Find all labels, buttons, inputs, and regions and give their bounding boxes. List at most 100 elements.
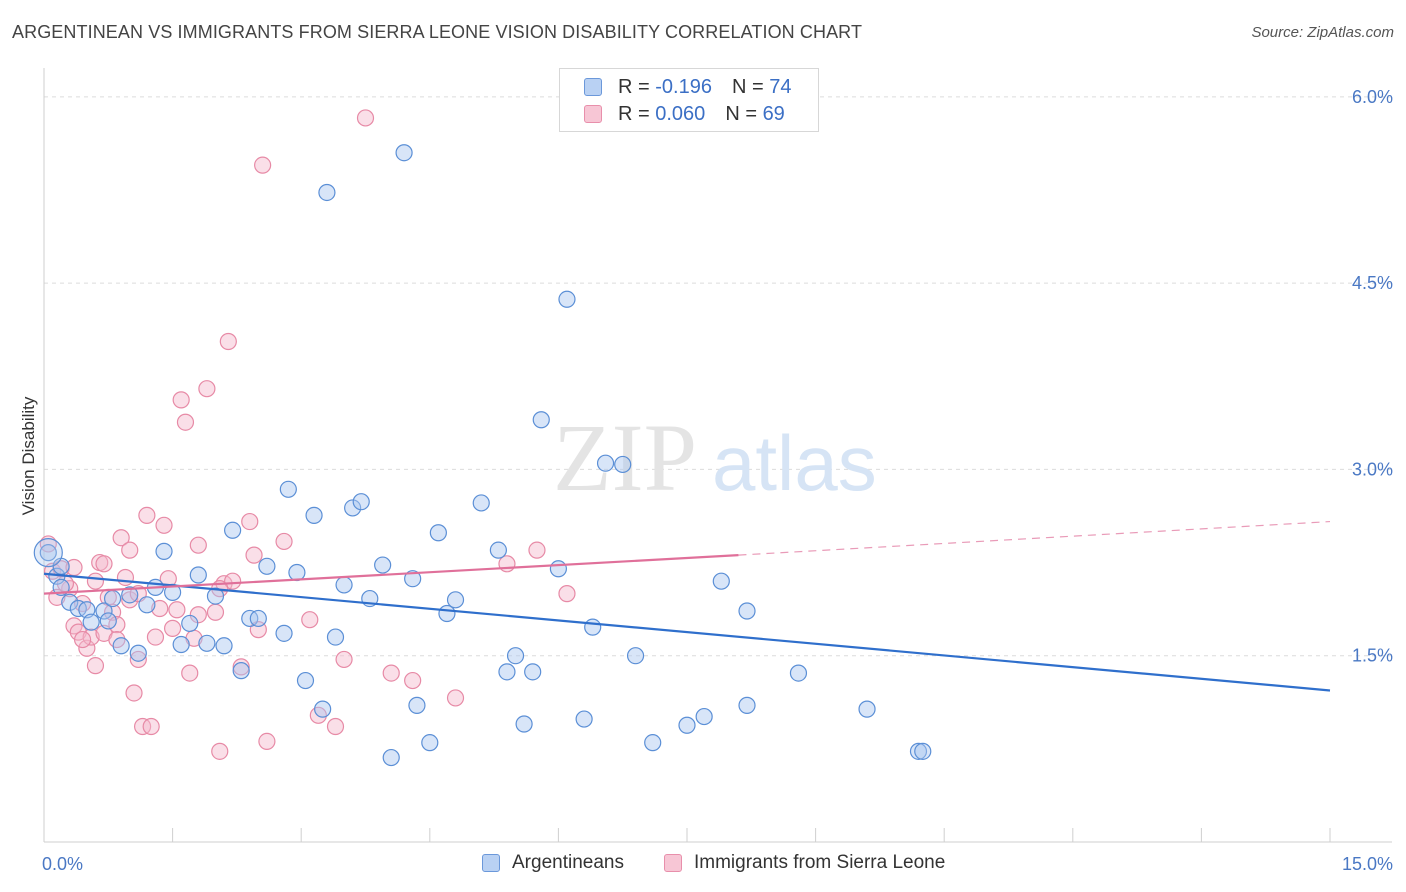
argentineans-point: [95, 602, 113, 620]
argentineans-point: [39, 544, 57, 562]
argentineans-point: [206, 587, 225, 605]
chart-title: ARGENTINEAN VS IMMIGRANTS FROM SIERRA LE…: [12, 22, 863, 42]
argentineans-point: [344, 499, 362, 517]
legend-row-argentineans: R = -0.196 N = 74: [584, 75, 791, 99]
argentineans-point: [335, 576, 353, 594]
sierra-leone-point: [326, 717, 345, 736]
sierra-leone-point: [78, 639, 96, 657]
argentineans-point: [549, 560, 568, 578]
argentineans-point: [138, 596, 156, 614]
sierra-leone-point: [224, 572, 242, 590]
bottom-legend-sierra-leone: Immigrants from Sierra Leone: [664, 852, 945, 874]
sierra-leone-point: [164, 619, 182, 637]
x-tick-label: 0.0%: [42, 854, 83, 874]
legend-n-value: 69: [762, 102, 785, 125]
argentineans-point: [909, 742, 928, 760]
sierra-leone-point: [138, 506, 156, 524]
argentineans-point: [498, 663, 516, 681]
y-axis-label: Vision Disability: [19, 396, 38, 515]
argentineans-point: [695, 707, 713, 726]
argentineans-point: [99, 612, 117, 630]
sierra-leone-point: [254, 156, 272, 174]
argentineans-point: [596, 454, 615, 472]
argentineans-point: [914, 742, 932, 760]
sierra-leone-point: [176, 413, 195, 431]
sierra-leone-point: [258, 732, 276, 751]
bottom-legend-argentineans: Argentineans: [482, 852, 624, 874]
sierra-leone-point: [155, 516, 173, 534]
argentineans-point: [395, 144, 413, 162]
argentineans-point: [678, 716, 696, 734]
argentineans-point: [404, 570, 422, 588]
argentineans-point: [614, 455, 632, 474]
bottom-legend-label-argentineans: Argentineans: [512, 852, 624, 873]
series-sierra-leone-points: [39, 109, 576, 760]
source-credit: Source: ZipAtlas.com: [1251, 24, 1394, 41]
sierra-leone-point: [142, 717, 160, 736]
x-tick-label: 15.0%: [1342, 854, 1393, 874]
argentineans-point: [275, 624, 293, 642]
sierra-leone-point: [232, 658, 250, 676]
sierra-leone-point: [241, 512, 259, 531]
sierra-leone-point: [73, 630, 92, 649]
sierra-leone-trend-line: [43, 554, 739, 595]
argentineans-point: [738, 696, 756, 714]
y-tick-label: 1.5%: [1352, 646, 1393, 666]
argentineans-point: [69, 599, 87, 618]
sierra-leone-point: [95, 555, 113, 573]
y-tick-label: 6.0%: [1352, 87, 1393, 107]
argentineans-point: [489, 541, 507, 559]
argentineans-point: [644, 734, 662, 752]
sierra-leone-point: [189, 536, 207, 554]
argentineans-point: [558, 290, 576, 308]
sierra-leone-point: [189, 606, 207, 624]
sierra-leone-point: [86, 572, 105, 590]
argentineans-point: [305, 506, 323, 524]
sierra-leone-point: [125, 684, 143, 702]
sierra-leone-point: [335, 650, 353, 669]
sierra-leone-point: [382, 664, 400, 682]
argentineans-point: [532, 411, 550, 429]
legend-r-label: R =: [618, 75, 650, 98]
argentineans-point: [121, 586, 139, 604]
x-tick-labels: 0.0% 15.0%: [42, 854, 1393, 874]
argentineans-point: [181, 614, 199, 633]
argentineans-point: [584, 618, 602, 636]
argentineans-point: [318, 183, 336, 202]
argentineans-point: [506, 647, 525, 665]
argentineans-point: [232, 662, 250, 680]
argentineans-point: [712, 572, 730, 590]
argentineans-point: [515, 715, 533, 733]
sierra-leone-point: [112, 529, 130, 547]
legend-r-value: 0.060: [655, 102, 706, 125]
sierra-leone-point: [116, 568, 135, 587]
bottom-legend-label-sierra-leone: Immigrants from Sierra Leone: [694, 852, 946, 873]
argentineans-point: [352, 493, 370, 511]
y-tick-label: 3.0%: [1352, 459, 1393, 479]
argentineans-point: [429, 524, 447, 542]
sierra-leone-point: [558, 585, 576, 603]
trend-lines: [43, 520, 1331, 692]
sierra-leone-point: [404, 671, 422, 690]
sierra-leone-point: [301, 611, 319, 629]
axes: [43, 68, 1392, 843]
argentineans-point: [421, 734, 439, 752]
argentineans-point: [314, 700, 332, 718]
sierra-leone-point: [219, 332, 237, 351]
sierra-leone-point: [245, 546, 263, 564]
sierra-leone-point: [198, 380, 216, 398]
zipatlas-watermark: ZIP atlas: [553, 404, 877, 511]
argentineans-point: [382, 748, 400, 767]
argentineans-point: [789, 664, 808, 682]
sierra-leone-point: [108, 616, 126, 634]
argentineans-point: [472, 494, 490, 512]
argentineans-point: [112, 637, 130, 655]
grid-lines: [44, 96, 1392, 657]
argentineans-point: [189, 566, 207, 584]
sierra-leone-point: [168, 601, 186, 619]
sierra-leone-point: [211, 742, 229, 760]
bottom-legend-swatch-pink: [664, 854, 682, 872]
argentineans-point: [172, 635, 190, 654]
sierra-leone-point: [151, 599, 169, 618]
